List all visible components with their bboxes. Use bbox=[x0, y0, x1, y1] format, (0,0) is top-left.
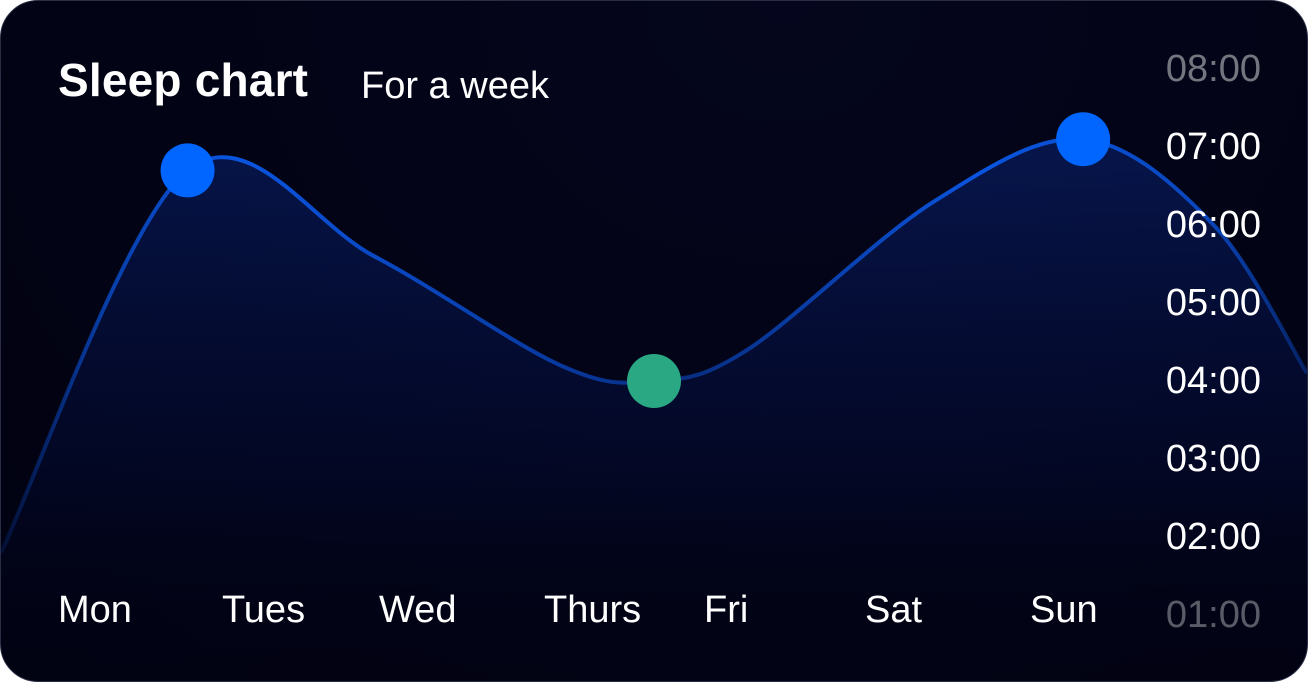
x-tick-label-wed: Wed bbox=[379, 589, 457, 631]
x-tick-label-thurs: Thurs bbox=[544, 589, 642, 631]
data-point-marker-2[interactable] bbox=[627, 354, 681, 408]
y-tick-label-0400: 04:00 bbox=[1165, 360, 1261, 402]
y-tick-label-0200: 02:00 bbox=[1165, 516, 1261, 558]
sleep-area-fill bbox=[1, 138, 1307, 681]
data-point-marker-3[interactable] bbox=[1056, 112, 1111, 167]
y-tick-label-0500: 05:00 bbox=[1165, 282, 1261, 324]
y-tick-label-0600: 06:00 bbox=[1165, 204, 1261, 246]
x-tick-label-tues: Tues bbox=[222, 589, 306, 631]
x-tick-label-mon: Mon bbox=[58, 589, 132, 631]
x-tick-label-sat: Sat bbox=[865, 589, 923, 631]
data-point-marker-1[interactable] bbox=[160, 143, 215, 198]
y-tick-label-0100: 01:00 bbox=[1165, 594, 1261, 636]
y-tick-label-0300: 03:00 bbox=[1165, 438, 1261, 480]
x-tick-label-fri: Fri bbox=[704, 589, 749, 631]
x-tick-label-sun: Sun bbox=[1030, 589, 1098, 631]
y-tick-label-0700: 07:00 bbox=[1165, 126, 1261, 168]
chart-subtitle: For a week bbox=[361, 65, 549, 107]
chart-title: Sleep chart bbox=[58, 54, 309, 106]
y-tick-label-0800: 08:00 bbox=[1165, 48, 1261, 90]
